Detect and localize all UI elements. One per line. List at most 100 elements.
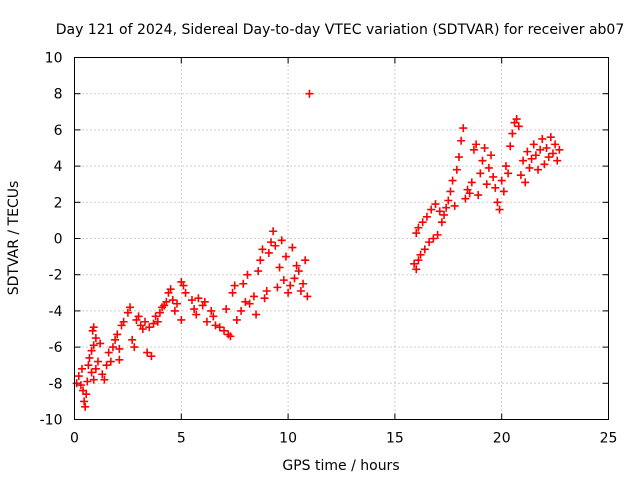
data-point [128, 335, 137, 344]
data-point [301, 256, 310, 265]
data-point [100, 375, 109, 384]
data-point [170, 306, 179, 315]
y-tick-label: -4 [49, 304, 63, 320]
data-point [418, 218, 427, 227]
data-point [444, 196, 453, 205]
data-point [512, 115, 521, 124]
data-point [273, 283, 282, 292]
data-point [529, 140, 538, 149]
data-point [269, 227, 278, 236]
x-tick-label: 0 [70, 431, 79, 447]
data-point [81, 402, 90, 411]
data-point [290, 274, 299, 283]
data-point [281, 252, 290, 261]
x-axis-title: GPS time / hours [282, 458, 399, 474]
y-tick-label: -10 [40, 413, 63, 429]
data-point [465, 189, 474, 198]
data-point [104, 348, 113, 357]
data-point [119, 317, 128, 326]
data-point [115, 344, 124, 353]
data-point [523, 147, 532, 156]
data-point [446, 187, 455, 196]
data-point [215, 323, 224, 332]
data-point [111, 335, 120, 344]
data-point [542, 144, 551, 152]
data-point [168, 296, 177, 305]
data-point [555, 145, 564, 154]
data-point [84, 361, 93, 370]
data-point [138, 325, 147, 333]
data-point [173, 299, 182, 308]
data-point [519, 156, 528, 165]
data-point [536, 145, 545, 154]
data-point [448, 176, 457, 185]
data-point [414, 256, 423, 265]
data-point [484, 163, 493, 172]
y-tick-label: 6 [54, 123, 63, 139]
x-tick-label: 15 [386, 431, 404, 447]
data-point [258, 245, 267, 254]
plot-frame [74, 57, 609, 420]
data-point [200, 297, 209, 306]
data-point [96, 339, 105, 348]
data-point [467, 178, 476, 187]
data-point [230, 281, 239, 290]
data-point [134, 312, 143, 321]
data-point [416, 250, 425, 259]
data-point [143, 348, 152, 357]
data-point [108, 343, 117, 352]
data-point [516, 171, 525, 180]
data-point [454, 153, 463, 162]
data-point [145, 323, 154, 332]
data-point [87, 346, 96, 355]
data-point [472, 140, 481, 149]
data-point [209, 312, 218, 321]
data-point [534, 165, 543, 174]
data-point [506, 142, 515, 151]
data-point [232, 315, 241, 324]
data-point [450, 201, 459, 210]
data-point [91, 364, 100, 373]
data-point [412, 265, 421, 274]
data-point [241, 297, 250, 306]
data-point [211, 321, 220, 330]
data-point [72, 379, 81, 388]
data-point [123, 308, 132, 317]
data-point [299, 279, 308, 288]
data-point [126, 303, 135, 312]
data-point [553, 156, 562, 165]
data-point [499, 187, 508, 196]
data-point [538, 134, 547, 143]
data-point [74, 372, 83, 381]
data-point [130, 343, 139, 352]
data-point [275, 263, 284, 272]
data-point [194, 294, 203, 303]
data-point [420, 245, 429, 254]
data-point [252, 310, 261, 319]
data-point [540, 160, 549, 169]
data-point [514, 122, 523, 131]
data-point [437, 218, 446, 227]
data-point [497, 176, 506, 185]
data-point [80, 397, 89, 406]
data-point [102, 361, 111, 370]
data-point [305, 89, 314, 98]
y-tick-label: 0 [54, 232, 63, 248]
data-point [284, 288, 293, 297]
data-point [427, 205, 436, 214]
x-tick-label: 5 [177, 431, 186, 447]
data-point [147, 352, 156, 361]
data-point [459, 124, 468, 133]
data-point [482, 180, 491, 189]
data-point [491, 183, 500, 192]
tick-labels: 0 5 10 15 20 25 -10 -8 -6 -4 -2 0 2 4 6 8 10 [40, 51, 618, 447]
data-point [190, 305, 199, 314]
data-point [106, 357, 115, 366]
data-point [228, 288, 237, 297]
y-tick-label: -6 [49, 340, 63, 356]
data-point [501, 162, 510, 171]
data-point [461, 194, 470, 203]
data-point [155, 308, 164, 317]
data-point [422, 212, 431, 221]
data-point [296, 286, 305, 295]
